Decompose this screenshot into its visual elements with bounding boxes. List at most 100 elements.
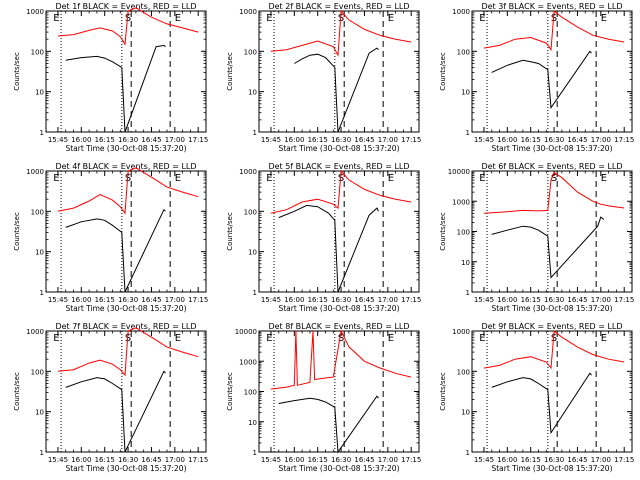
y-tick-label: 1 <box>253 129 257 137</box>
y-tick-label: 1000 <box>239 358 257 366</box>
chart-title: Det 9f BLACK = Events, RED = LLD <box>481 322 622 331</box>
chart-title: Det 1f BLACK = Events, RED = LLD <box>55 2 196 11</box>
x-tick-label: 16:15 <box>95 296 115 304</box>
y-axis-label: Counts/sec <box>13 372 21 411</box>
y-tick-label: 1000 <box>452 328 470 336</box>
y-tick-label: 1 <box>40 289 44 297</box>
x-tick-label: 16:00 <box>284 456 304 464</box>
x-tick-label: 17:00 <box>378 136 398 144</box>
marker-label: E <box>175 13 181 24</box>
x-tick-label: 16:30 <box>118 456 138 464</box>
chart-title: Det 8f BLACK = Events, RED = LLD <box>268 322 409 331</box>
series-line-events <box>491 372 592 435</box>
y-tick-label: 1 <box>40 449 44 457</box>
series-line-events <box>491 216 605 279</box>
plot-frame <box>471 170 633 293</box>
series-line-events <box>491 50 592 110</box>
panel-det-9: Det 9f BLACK = Events, RED = LLD 1 10 100 10… <box>439 322 634 473</box>
x-tick-label: 17:00 <box>165 456 185 464</box>
x-axis-label: Start Time (30-Oct-08 15:37:20) <box>65 144 186 153</box>
y-tick-label: 10 <box>35 409 44 417</box>
chart-title: Det 4f BLACK = Events, RED = LLD <box>55 162 196 171</box>
y-tick-label: 10 <box>461 259 470 267</box>
y-axis-label: Counts/sec <box>226 212 234 251</box>
marker-label: E <box>388 333 394 344</box>
plot-frame <box>45 170 207 293</box>
y-tick-label: 1000 <box>239 8 257 16</box>
series-line-lld <box>270 169 412 214</box>
y-tick-label: 100 <box>31 368 44 376</box>
marker-label: E <box>479 173 485 184</box>
y-tick-label: 1000 <box>239 168 257 176</box>
y-axis-label: Counts/sec <box>439 372 447 411</box>
y-tick-label: 100 <box>457 48 470 56</box>
x-tick-label: 15:45 <box>261 296 281 304</box>
panel-det-7: Det 7f BLACK = Events, RED = LLD 1 10 100 10… <box>13 322 208 473</box>
x-tick-label: 17:15 <box>401 296 421 304</box>
y-tick-label: 1 <box>466 129 470 137</box>
x-axis-label: Start Time (30-Oct-08 15:37:20) <box>65 304 186 313</box>
plot-frame <box>45 330 207 453</box>
x-tick-label: 16:15 <box>95 456 115 464</box>
marker-label: E <box>601 333 607 344</box>
panel-det-1: Det 1f BLACK = Events, RED = LLD 1 10 100 10… <box>13 2 208 153</box>
x-tick-label: 16:15 <box>308 456 328 464</box>
x-tick-label: 15:45 <box>48 456 68 464</box>
marker-label: E <box>53 333 59 344</box>
y-tick-label: 100 <box>31 48 44 56</box>
y-tick-label: 10 <box>461 89 470 97</box>
x-tick-label: 15:45 <box>474 136 494 144</box>
x-tick-label: 16:00 <box>284 296 304 304</box>
series-line-lld <box>270 9 412 57</box>
marker-label: E <box>53 173 59 184</box>
x-tick-label: 17:00 <box>165 296 185 304</box>
y-tick-label: 1 <box>40 129 44 137</box>
x-tick-label: 16:15 <box>521 456 541 464</box>
y-axis-label: Counts/sec <box>439 212 447 251</box>
y-tick-label: 10 <box>35 89 44 97</box>
x-axis-label: Start Time (30-Oct-08 15:37:20) <box>491 304 612 313</box>
x-tick-label: 17:00 <box>591 136 611 144</box>
marker-label: E <box>266 333 272 344</box>
x-tick-label: 16:30 <box>118 296 138 304</box>
series-line-events <box>278 204 379 293</box>
marker-label: E <box>388 173 394 184</box>
marker-label: E <box>479 333 485 344</box>
y-tick-label: 1000 <box>452 8 470 16</box>
x-tick-label: 17:15 <box>401 136 421 144</box>
chart-title: Det 7f BLACK = Events, RED = LLD <box>55 322 196 331</box>
x-axis-label: Start Time (30-Oct-08 15:37:20) <box>491 464 612 473</box>
series-line-lld <box>483 10 625 52</box>
y-tick-label: 10 <box>248 249 257 257</box>
y-tick-label: 10 <box>248 89 257 97</box>
x-tick-label: 17:15 <box>188 296 208 304</box>
plot-frame <box>471 330 633 453</box>
series-line-events <box>65 208 166 293</box>
x-tick-label: 15:45 <box>261 456 281 464</box>
y-tick-label: 10 <box>461 409 470 417</box>
y-tick-label: 10000 <box>235 328 257 336</box>
x-tick-label: 16:00 <box>497 456 517 464</box>
panel-det-5: Det 5f BLACK = Events, RED = LLD 1 10 100 10… <box>226 162 421 313</box>
y-tick-label: 100 <box>244 208 257 216</box>
marker-label: E <box>388 13 394 24</box>
plot-frame <box>258 170 420 293</box>
x-tick-label: 17:00 <box>378 456 398 464</box>
series-line-lld <box>57 167 199 215</box>
x-tick-label: 16:45 <box>141 296 161 304</box>
x-tick-label: 15:45 <box>474 296 494 304</box>
panel-det-3: Det 3f BLACK = Events, RED = LLD 1 10 100 10… <box>439 2 634 153</box>
x-tick-label: 16:45 <box>354 456 374 464</box>
y-axis-label: Counts/sec <box>226 372 234 411</box>
y-tick-label: 10 <box>35 249 44 257</box>
x-tick-label: 15:45 <box>48 296 68 304</box>
marker-label: S <box>125 333 131 344</box>
chart-title: Det 6f BLACK = Events, RED = LLD <box>481 162 622 171</box>
marker-label: S <box>338 173 344 184</box>
x-tick-label: 16:15 <box>308 136 328 144</box>
x-tick-label: 17:15 <box>614 136 634 144</box>
x-tick-label: 17:15 <box>614 456 634 464</box>
series-line-events <box>294 47 379 133</box>
chart-title: Det 3f BLACK = Events, RED = LLD <box>481 2 622 11</box>
